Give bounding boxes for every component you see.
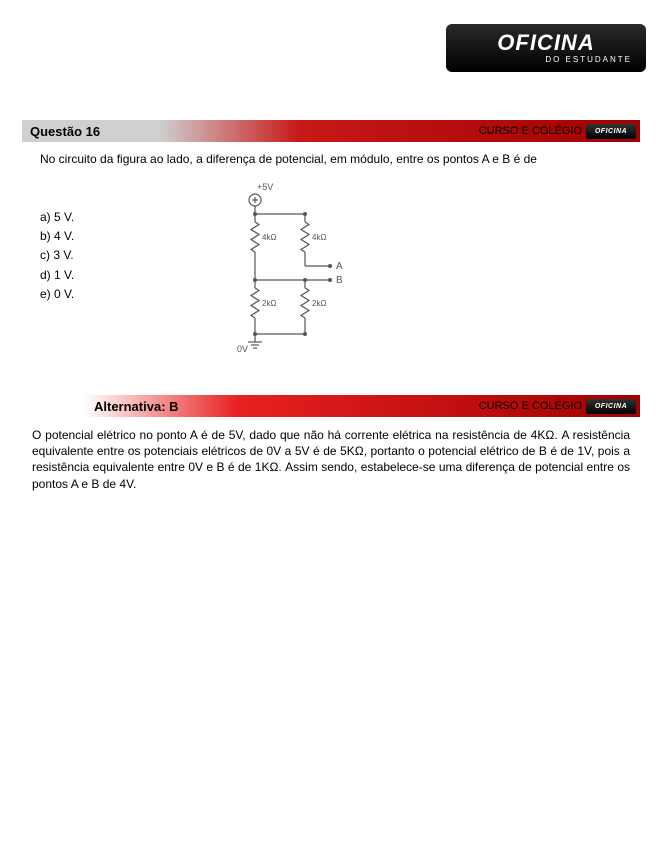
svg-text:2kΩ: 2kΩ [262, 299, 276, 308]
brand-main-text: OFICINA [497, 32, 594, 54]
svg-text:+5V: +5V [257, 182, 273, 192]
svg-text:B: B [336, 275, 343, 286]
svg-text:0V: 0V [237, 344, 248, 354]
option-c: c) 3 V. [40, 246, 200, 265]
course-label: CURSO E COLÉGIO [479, 125, 582, 137]
circuit-diagram: +5V 4kΩ 4kΩ AB 2kΩ 2kΩ 0V [200, 180, 380, 365]
answer-header: Alternativa: B CURSO E COLÉGIO OFICINA [22, 395, 640, 417]
question-number: Questão 16 [22, 124, 100, 139]
answer-block: Alternativa: B CURSO E COLÉGIO OFICINA O… [22, 395, 640, 492]
svg-text:A: A [336, 261, 343, 272]
options-list: a) 5 V. b) 4 V. c) 3 V. d) 1 V. e) 0 V. [40, 180, 200, 365]
svg-text:4kΩ: 4kΩ [312, 233, 326, 242]
question-body: a) 5 V. b) 4 V. c) 3 V. d) 1 V. e) 0 V. … [40, 180, 640, 365]
brand-sub-text: DO ESTUDANTE [545, 55, 632, 64]
question-header: Questão 16 CURSO E COLÉGIO OFICINA [22, 120, 640, 142]
option-a: a) 5 V. [40, 208, 200, 227]
answer-course-label: CURSO E COLÉGIO [479, 400, 582, 412]
question-text: No circuito da figura ao lado, a diferen… [40, 152, 640, 166]
option-d: d) 1 V. [40, 266, 200, 285]
page-content: Questão 16 CURSO E COLÉGIO OFICINA No ci… [22, 120, 640, 492]
brand-logo: OFICINA DO ESTUDANTE [446, 24, 646, 72]
option-b: b) 4 V. [40, 227, 200, 246]
mini-logo-icon: OFICINA [586, 124, 636, 139]
answer-label: Alternativa: B [22, 399, 179, 414]
svg-text:2kΩ: 2kΩ [312, 299, 326, 308]
answer-explanation: O potencial elétrico no ponto A é de 5V,… [32, 427, 630, 492]
option-e: e) 0 V. [40, 285, 200, 304]
svg-text:4kΩ: 4kΩ [262, 233, 276, 242]
mini-logo-icon: OFICINA [586, 399, 636, 414]
